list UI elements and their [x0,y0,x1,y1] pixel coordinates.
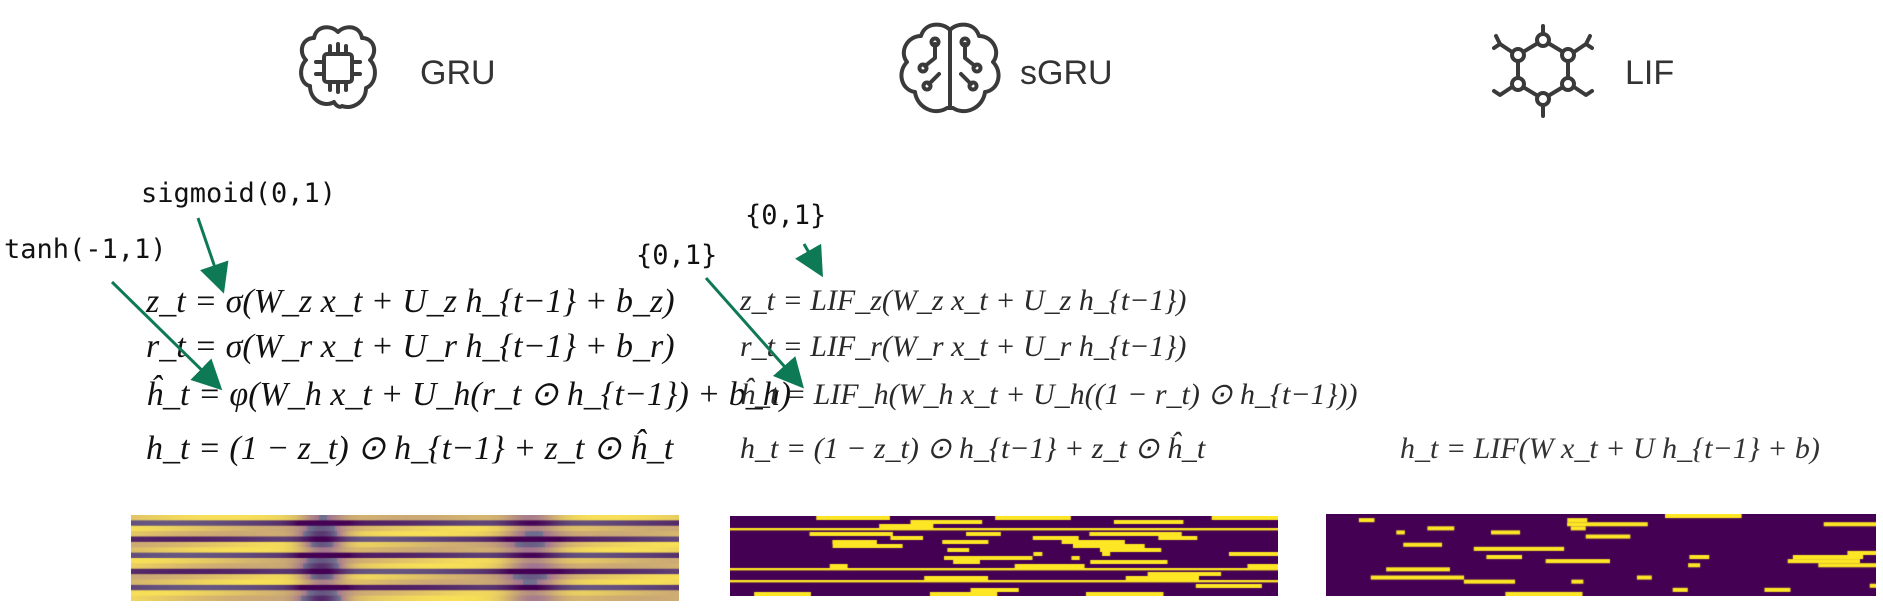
column-title-lif: LIF [1625,54,1675,92]
annotation-sgru-z: {0,1} [745,200,827,231]
gru-equation-r: r_t = σ(W_r x_t + U_r h_{t−1} + b_r) [146,328,675,365]
arrow-tanh [110,280,223,391]
arrow-sgru-z [795,243,823,278]
sgru-equation-h: h_t = (1 − z_t) ⊙ h_{t−1} + z_t ⊙ ĥ_t [740,432,1206,465]
gru-activation-heatmap [131,515,679,601]
sgru-spike-raster [730,516,1278,596]
annotation-sigmoid: sigmoid(0,1) [141,178,337,209]
annotation-tanh: tanh(-1,1) [4,234,167,265]
lif-spike-raster [1326,514,1876,596]
sgru-equation-r: r_t = LIF_r(W_r x_t + U_r h_{t−1}) [740,330,1187,363]
arrow-sigmoid [196,217,229,294]
gru-equation-h: h_t = (1 − z_t) ⊙ h_{t−1} + z_t ⊙ ĥ_t [146,430,674,467]
brain-chip-icon [299,25,377,109]
column-title-sgru: sGRU [1020,54,1113,92]
gru-equation-hhat: ĥ_t = φ(W_h x_t + U_h(r_t ⊙ h_{t−1}) + b… [146,376,792,413]
molecule-network-icon [1492,24,1594,118]
arrow-sgru-h [704,277,804,389]
sgru-equation-z: z_t = LIF_z(W_z x_t + U_z h_{t−1}) [740,284,1187,317]
annotation-sgru-h: {0,1} [636,240,718,271]
column-title-gru: GRU [420,54,496,92]
sgru-equation-hhat: ĥ_t = LIF_h(W_h x_t + U_h((1 − r_t) ⊙ h_… [740,378,1358,411]
brain-circuit-icon [899,22,1001,114]
lif-equation-h: h_t = LIF(W x_t + U h_{t−1} + b) [1400,432,1820,465]
gru-equation-z: z_t = σ(W_z x_t + U_z h_{t−1} + b_z) [146,283,675,320]
